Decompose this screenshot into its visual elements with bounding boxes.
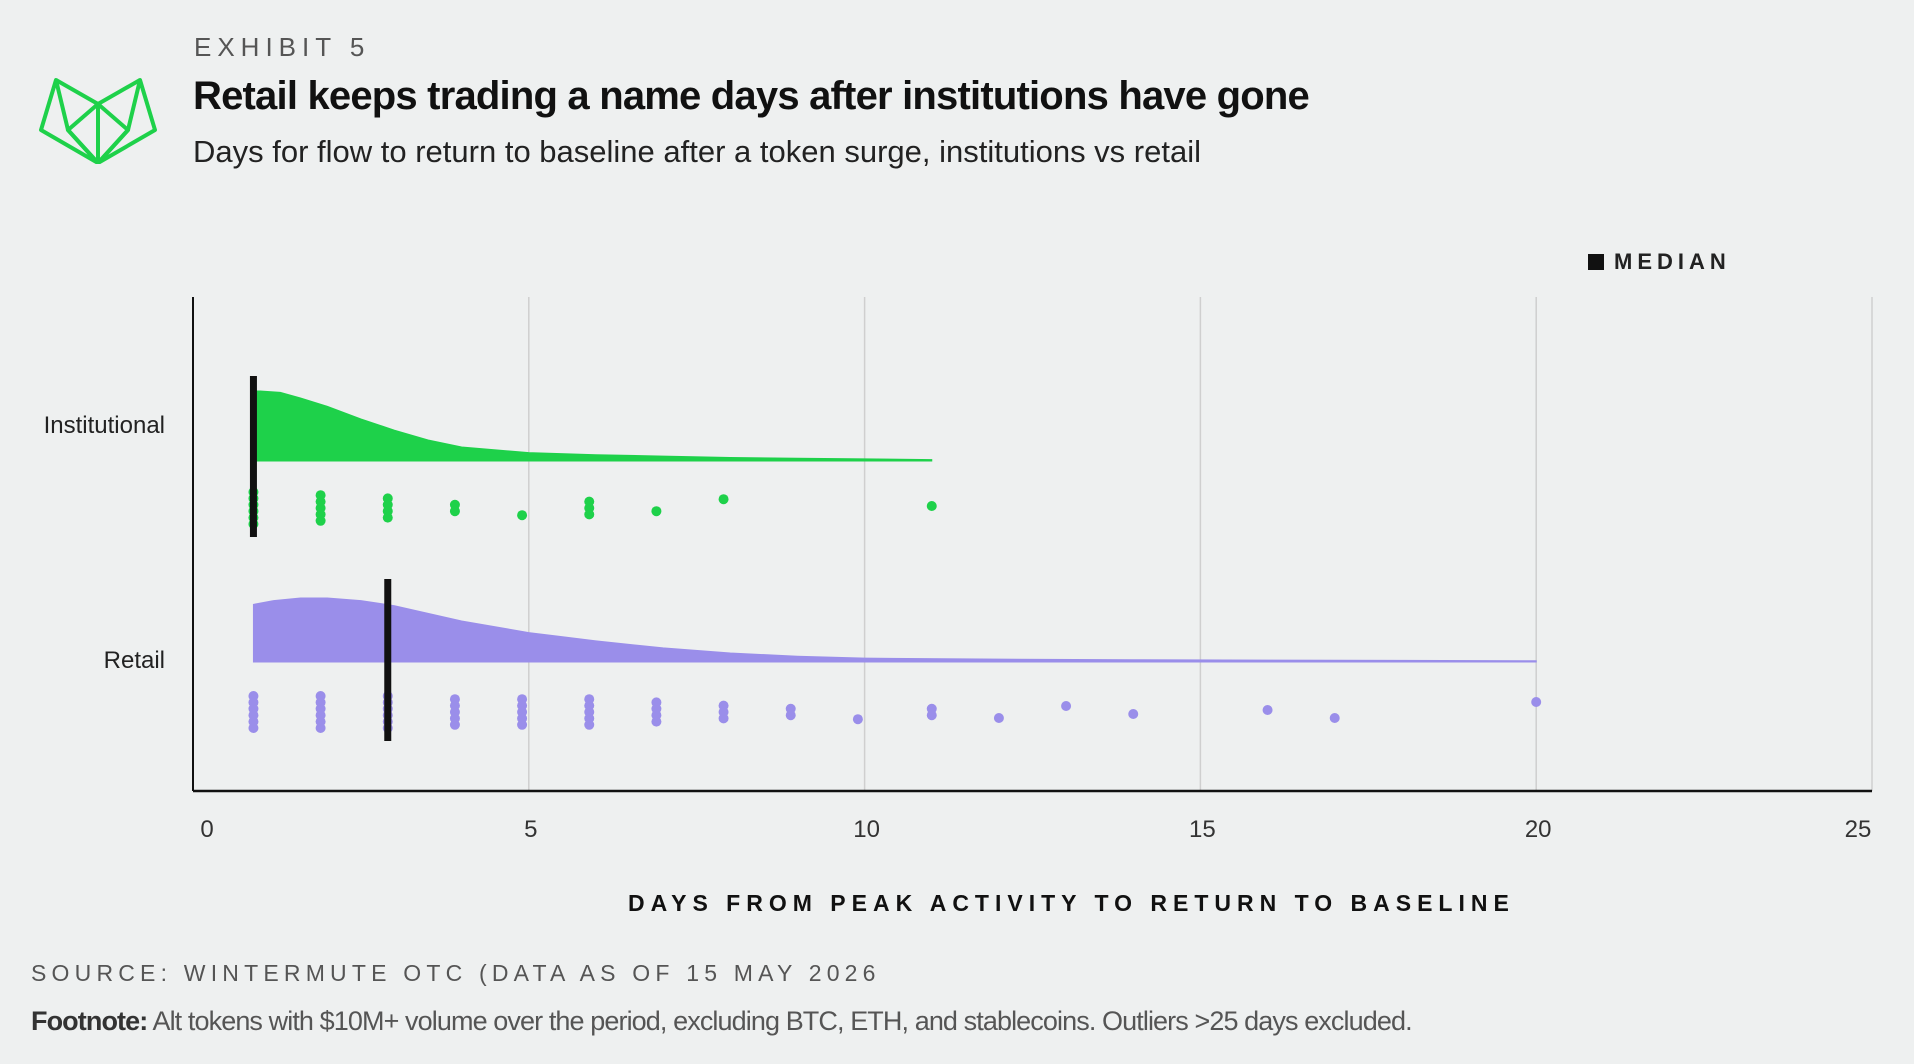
logo-icon: [39, 78, 157, 164]
data-point-retail: [993, 713, 1004, 723]
legend: MEDIAN: [1588, 249, 1731, 275]
median-legend-swatch: [1588, 254, 1604, 270]
x-tick-label: 10: [853, 816, 880, 843]
x-tick-label: 25: [1844, 816, 1872, 843]
data-point-retail: [852, 714, 863, 725]
data-point-institutional: [584, 509, 595, 520]
median-marker-retail: [384, 579, 392, 741]
footnote: Footnote: Alt tokens with $10M+ volume o…: [31, 1006, 1413, 1037]
density-retail: [252, 597, 1537, 663]
data-point-institutional: [382, 512, 393, 523]
data-point-institutional: [315, 515, 326, 526]
data-point-institutional: [651, 506, 662, 517]
y-label-institutional: Institutional: [43, 412, 165, 439]
x-tick-label: 20: [1524, 816, 1552, 843]
data-point-retail: [517, 719, 528, 730]
x-tick-label: 0: [200, 816, 214, 843]
data-point-retail: [651, 716, 662, 727]
data-point-retail: [584, 719, 595, 730]
chart-subtitle: Days for flow to return to baseline afte…: [193, 134, 1201, 169]
footnote-text: Alt tokens with $10M+ volume over the pe…: [147, 1006, 1412, 1036]
data-point-retail: [926, 710, 937, 721]
data-point-retail: [1262, 705, 1273, 715]
footnote-label: Footnote:: [31, 1006, 148, 1036]
exhibit-label: EXHIBIT 5: [194, 32, 371, 62]
data-point-retail: [449, 719, 460, 730]
data-point-institutional: [926, 501, 937, 511]
median-legend-label: MEDIAN: [1614, 249, 1731, 274]
x-axis-title: DAYS FROM PEAK ACTIVITY TO RETURN TO BAS…: [628, 890, 1515, 916]
density-institutional: [252, 390, 933, 462]
data-point-retail: [1531, 697, 1542, 707]
data-point-institutional: [449, 506, 460, 517]
data-point-retail: [785, 710, 796, 721]
source-note: SOURCE: WINTERMUTE OTC (DATA AS OF 15 MA…: [31, 960, 881, 986]
data-point-retail: [315, 723, 326, 733]
chart-title: Retail keeps trading a name days after i…: [193, 74, 1310, 118]
data-point-retail: [248, 723, 259, 733]
data-point-institutional: [718, 494, 729, 505]
data-point-retail: [718, 713, 729, 724]
y-label-retail: Retail: [103, 647, 165, 674]
data-point-institutional: [517, 510, 528, 521]
data-point-retail: [1061, 701, 1072, 711]
data-point-retail: [1329, 713, 1340, 723]
data-point-retail: [1128, 709, 1139, 719]
x-tick-label: 5: [524, 816, 538, 843]
x-tick-label: 15: [1189, 816, 1216, 843]
median-marker-institutional: [249, 376, 257, 537]
